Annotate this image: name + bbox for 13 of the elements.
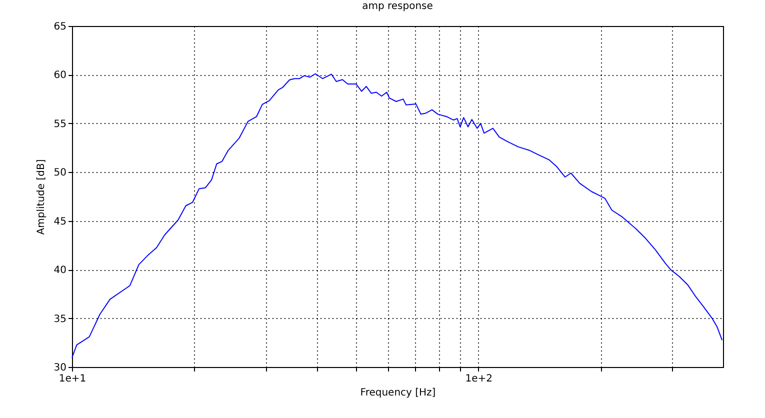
y-axis-title: Amplitude [dB] bbox=[36, 159, 47, 235]
y-tick-label: 60 bbox=[54, 70, 66, 82]
y-tick-label: 65 bbox=[54, 22, 66, 32]
y-tick-label: 45 bbox=[54, 216, 66, 228]
y-tick-label: 30 bbox=[54, 362, 66, 374]
x-axis-title: Frequency [Hz] bbox=[360, 388, 436, 398]
chart-title: amp response bbox=[362, 1, 433, 12]
y-tick-label: 55 bbox=[54, 118, 66, 130]
y-tick-label: 35 bbox=[54, 314, 66, 325]
x-tick-label: 1e+2 bbox=[465, 374, 492, 384]
x-tick-label: 1e+1 bbox=[58, 374, 86, 384]
y-tick-label: 50 bbox=[54, 168, 66, 179]
y-tick-label: 40 bbox=[54, 265, 66, 276]
